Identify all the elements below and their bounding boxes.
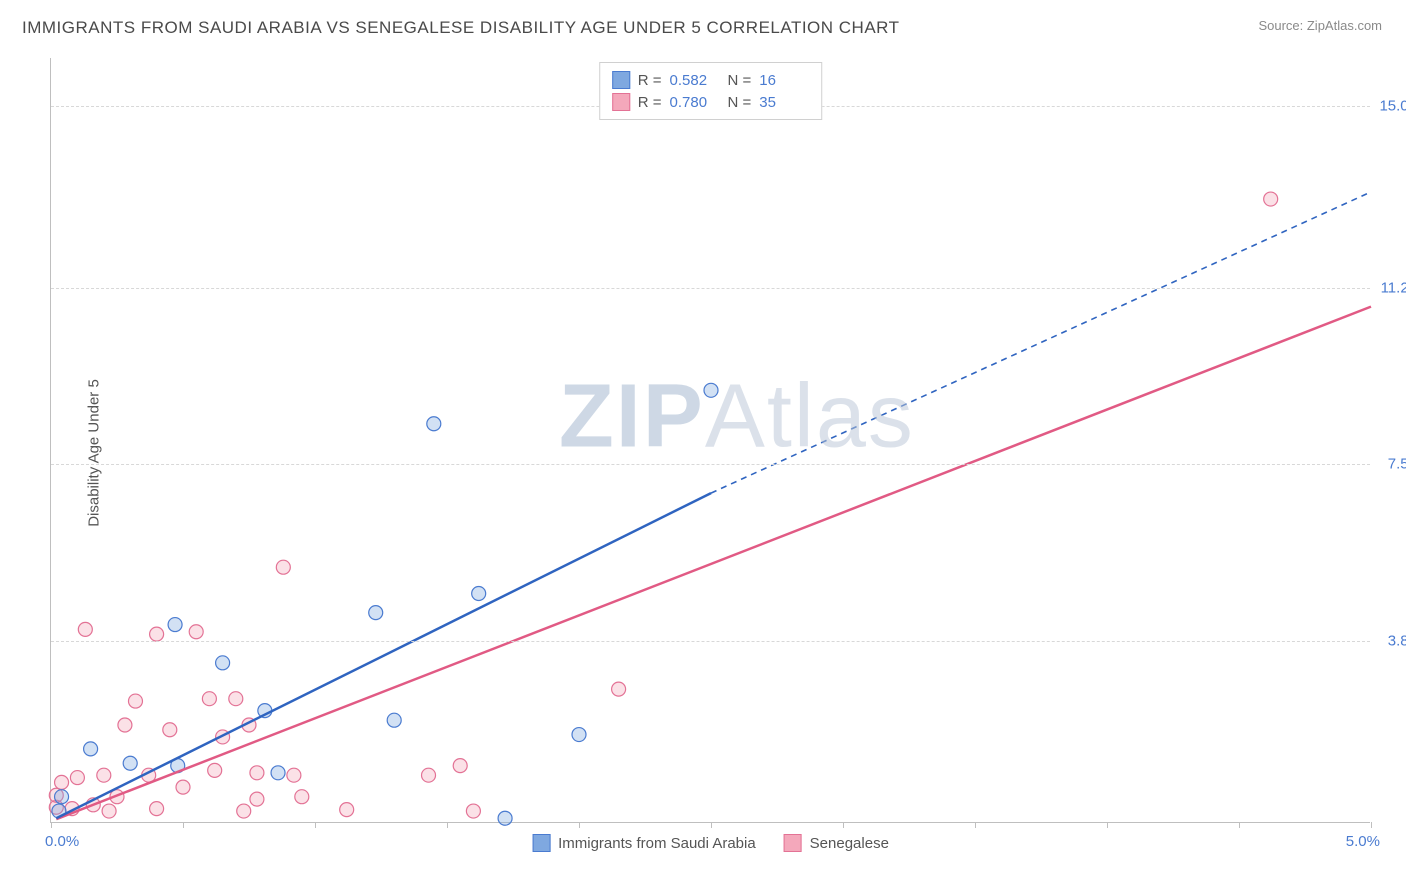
data-point-pink: [208, 763, 222, 777]
data-point-pink: [163, 723, 177, 737]
data-point-blue: [123, 756, 137, 770]
data-point-pink: [287, 768, 301, 782]
x-tick: [711, 822, 712, 828]
data-point-pink: [612, 682, 626, 696]
x-axis-min-label: 0.0%: [45, 833, 79, 850]
x-tick: [447, 822, 448, 828]
x-tick: [1107, 822, 1108, 828]
y-tick-label: 15.0%: [1379, 97, 1406, 114]
legend-n-value-blue: 16: [759, 72, 809, 89]
data-point-blue: [427, 417, 441, 431]
data-point-pink: [55, 775, 69, 789]
y-tick-label: 11.2%: [1381, 279, 1406, 296]
data-point-blue: [84, 742, 98, 756]
x-tick: [315, 822, 316, 828]
data-point-blue: [168, 618, 182, 632]
series-legend: Immigrants from Saudi Arabia Senegalese: [532, 834, 889, 852]
data-point-blue: [572, 728, 586, 742]
trend-line: [711, 192, 1371, 493]
legend-r-value-pink: 0.780: [670, 94, 720, 111]
data-point-blue: [271, 766, 285, 780]
x-tick: [1371, 822, 1372, 828]
swatch-blue: [612, 71, 630, 89]
x-tick: [975, 822, 976, 828]
legend-row-pink: R = 0.780 N = 35: [612, 91, 810, 113]
data-point-blue: [472, 587, 486, 601]
legend-n-value-pink: 35: [759, 94, 809, 111]
trend-line: [56, 493, 711, 818]
data-point-pink: [150, 627, 164, 641]
swatch-blue-icon: [532, 834, 550, 852]
gridline: [51, 641, 1370, 642]
source-label: Source: ZipAtlas.com: [1258, 18, 1382, 33]
data-point-pink: [150, 802, 164, 816]
data-point-pink: [118, 718, 132, 732]
data-point-blue: [369, 606, 383, 620]
swatch-pink-icon: [784, 834, 802, 852]
chart-svg: [51, 58, 1370, 822]
legend-pink-label: Senegalese: [810, 835, 889, 852]
data-point-pink: [202, 692, 216, 706]
data-point-blue: [216, 656, 230, 670]
data-point-pink: [78, 622, 92, 636]
data-point-pink: [250, 766, 264, 780]
swatch-pink: [612, 93, 630, 111]
plot-area: R = 0.582 N = 16 R = 0.780 N = 35 ZIPAtl…: [50, 58, 1370, 823]
legend-item-blue: Immigrants from Saudi Arabia: [532, 834, 756, 852]
data-point-pink: [295, 790, 309, 804]
data-point-pink: [453, 759, 467, 773]
data-point-pink: [128, 694, 142, 708]
legend-r-label: R =: [638, 94, 662, 111]
x-tick: [1239, 822, 1240, 828]
data-point-blue: [704, 383, 718, 397]
data-point-pink: [102, 804, 116, 818]
legend-blue-label: Immigrants from Saudi Arabia: [558, 835, 756, 852]
data-point-pink: [70, 771, 84, 785]
data-point-pink: [97, 768, 111, 782]
data-point-pink: [466, 804, 480, 818]
data-point-pink: [422, 768, 436, 782]
legend-r-label: R =: [638, 72, 662, 89]
x-tick: [579, 822, 580, 828]
data-point-pink: [229, 692, 243, 706]
data-point-pink: [250, 792, 264, 806]
legend-n-label: N =: [728, 72, 752, 89]
data-point-pink: [189, 625, 203, 639]
y-tick-label: 7.5%: [1388, 456, 1406, 473]
gridline: [51, 464, 1370, 465]
x-tick: [843, 822, 844, 828]
data-point-blue: [387, 713, 401, 727]
data-point-blue: [498, 811, 512, 825]
gridline: [51, 288, 1370, 289]
legend-r-value-blue: 0.582: [670, 72, 720, 89]
legend-item-pink: Senegalese: [784, 834, 889, 852]
data-point-pink: [1264, 192, 1278, 206]
data-point-blue: [55, 790, 69, 804]
legend-row-blue: R = 0.582 N = 16: [612, 69, 810, 91]
y-tick-label: 3.8%: [1388, 633, 1406, 650]
data-point-pink: [276, 560, 290, 574]
x-axis-max-label: 5.0%: [1346, 833, 1380, 850]
data-point-pink: [237, 804, 251, 818]
x-tick: [51, 822, 52, 828]
data-point-pink: [340, 803, 354, 817]
x-tick: [183, 822, 184, 828]
chart-title: IMMIGRANTS FROM SAUDI ARABIA VS SENEGALE…: [10, 10, 1396, 42]
data-point-pink: [176, 780, 190, 794]
correlation-legend: R = 0.582 N = 16 R = 0.780 N = 35: [599, 62, 823, 120]
legend-n-label: N =: [728, 94, 752, 111]
